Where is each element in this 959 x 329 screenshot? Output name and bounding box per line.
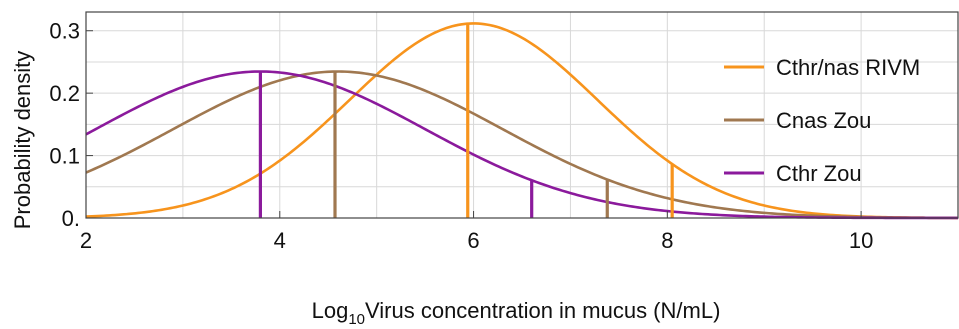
x-axis-title: Log10Virus concentration in mucus (N/mL) [312,298,721,328]
legend: Cthr/nas RIVM Cnas Zou Cthr Zou [724,55,920,186]
x-tick-label: 10 [849,228,873,253]
x-tick-label: 4 [274,228,286,253]
legend-label-3: Cthr Zou [776,161,862,186]
y-tick-label: 0.1 [49,144,80,169]
x-axis-title-rest: Virus concentration in mucus (N/mL) [365,298,720,323]
y-tick-label: 0.3 [49,19,80,44]
x-tick-label: 2 [80,228,92,253]
y-axis-title: Probability density [10,51,35,230]
x-axis-title-subscript: 10 [348,311,365,328]
plot-background [86,12,958,218]
series-line-2 [85,70,959,220]
series-line-1 [85,22,959,220]
y-tick-label: 0.2 [49,81,80,106]
value-markers [258,23,674,218]
y-tick-label: 0. [62,206,80,231]
x-tick-label: 6 [467,228,479,253]
x-tick-label: 8 [661,228,673,253]
x-axis-title-prefix: Log [312,298,349,323]
legend-label-1: Cthr/nas RIVM [776,55,920,80]
plot-frame [85,11,959,219]
ticks: 2 4 6 8 10 0. 0.1 0.2 0.3 [49,19,873,253]
legend-label-2: Cnas Zou [776,108,871,133]
